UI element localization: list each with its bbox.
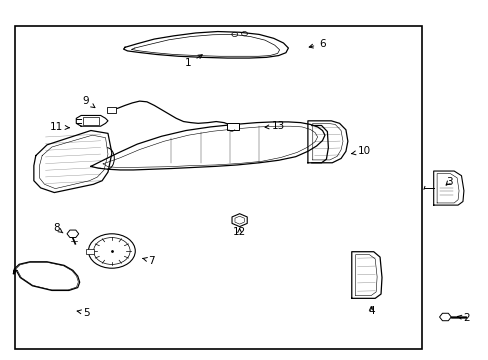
FancyBboxPatch shape (83, 117, 99, 125)
Text: 6: 6 (308, 39, 325, 49)
Text: 1: 1 (185, 55, 202, 68)
Text: 11: 11 (50, 122, 69, 132)
Text: 13: 13 (264, 121, 285, 131)
FancyBboxPatch shape (85, 249, 94, 253)
Text: 10: 10 (351, 146, 370, 156)
Text: 12: 12 (232, 227, 246, 237)
FancyBboxPatch shape (106, 107, 116, 113)
Text: 4: 4 (367, 306, 374, 316)
Text: 8: 8 (53, 224, 63, 233)
Text: 2: 2 (456, 313, 468, 323)
Text: 7: 7 (142, 256, 155, 266)
FancyBboxPatch shape (226, 123, 238, 130)
Bar (15, 26, 422, 348)
Text: 9: 9 (82, 96, 95, 108)
Text: 3: 3 (445, 177, 452, 187)
Text: 5: 5 (77, 308, 89, 318)
